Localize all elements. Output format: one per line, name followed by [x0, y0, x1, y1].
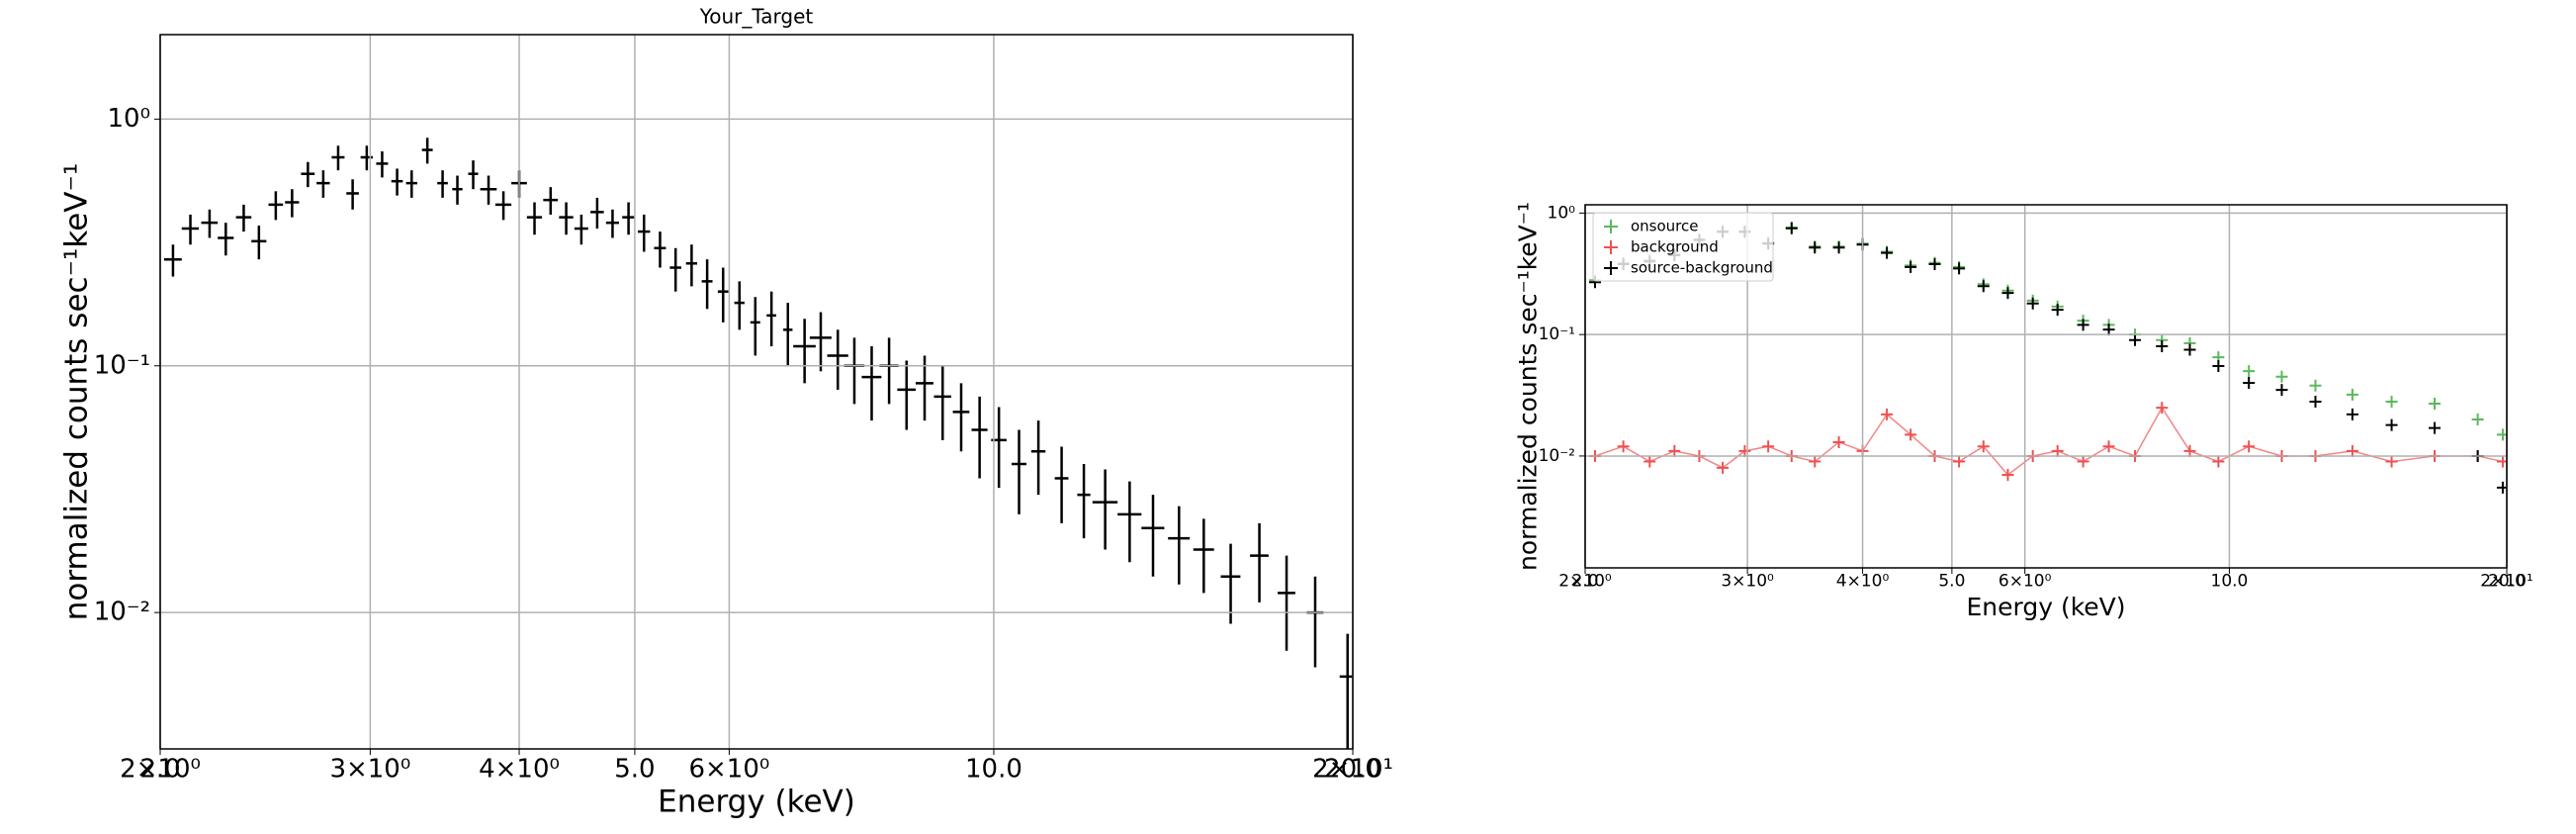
legend-marker [1604, 220, 1618, 233]
y-tick-label: 10⁻² [1539, 446, 1575, 466]
x-tick-label: 3×10⁰ [329, 754, 410, 784]
marker [1832, 435, 1845, 448]
marker [2077, 319, 2089, 331]
legend-label: background [1631, 238, 1719, 256]
marker [1809, 455, 1821, 468]
y-tick-label: 10⁻¹ [94, 350, 150, 380]
x-tick-label: 20.0 [1324, 754, 1381, 784]
marker [2156, 402, 2169, 415]
x-tick-label: 6×10⁰ [688, 754, 769, 784]
marker [1717, 461, 1730, 474]
marker [2243, 365, 2256, 378]
marker [2001, 468, 2014, 481]
marker [2212, 360, 2225, 373]
marker [1905, 428, 1917, 441]
y-axis-label: normalized counts sec⁻¹keV⁻¹ [1513, 202, 1542, 571]
x-axis-label: Energy (keV) [1966, 593, 2125, 621]
marker [2429, 421, 2442, 434]
x-tick-label: 10.0 [965, 754, 1022, 784]
marker [2385, 455, 2398, 468]
marker [1977, 440, 1990, 453]
marker [2001, 287, 2014, 300]
marker [1785, 222, 1798, 234]
marker [2309, 396, 2322, 409]
marker [2183, 343, 2196, 356]
x-axis-label: Energy (keV) [658, 784, 855, 819]
y-tick-label: 10⁰ [1548, 203, 1576, 223]
marker [1905, 260, 1917, 273]
marker [1881, 408, 1894, 420]
marker [2309, 379, 2322, 392]
y-tick-label: 10⁻² [94, 598, 150, 627]
marker [1953, 262, 1966, 275]
marker [2243, 440, 2256, 453]
x-tick-label: 20.0 [2488, 572, 2526, 592]
x-tick-label: 4×10⁰ [479, 754, 560, 784]
marker [1668, 444, 1681, 457]
x-tick-label: 5.0 [614, 754, 655, 784]
marker [2026, 297, 2039, 310]
marker [1643, 455, 1656, 468]
x-tick-label: 4×10⁰ [1836, 572, 1890, 592]
marker [2471, 413, 2484, 425]
marker [2346, 388, 2358, 401]
x-tick-label: 5.0 [1938, 572, 1965, 592]
marker [2346, 444, 2358, 457]
marker [2129, 333, 2142, 346]
marker [2346, 408, 2358, 420]
x-tick-label: 2×10⁰ [1558, 572, 1612, 592]
chart-title: Your_Target [699, 5, 814, 29]
x-tick-label: 2×10¹ [2480, 572, 2533, 592]
legend-marker [1604, 240, 1618, 254]
x-tick-label: 3×10⁰ [1721, 572, 1774, 592]
legend-marker [1604, 261, 1618, 275]
marker [1809, 241, 1821, 254]
y-tick-label: 10⁻¹ [1539, 324, 1575, 344]
marker [2077, 455, 2089, 468]
legend-label: onsource [1631, 218, 1699, 235]
legend-box [1592, 212, 1774, 282]
marker [2183, 444, 2196, 457]
x-tick-label: 2×10¹ [1312, 754, 1393, 784]
marker [2275, 370, 2288, 383]
x-tick-label: 6×10⁰ [1999, 572, 2052, 592]
series-line [1594, 406, 2504, 476]
marker [2212, 455, 2225, 468]
marker [2385, 396, 2398, 409]
plot-area [163, 138, 1353, 749]
marker [1617, 440, 1630, 453]
marker [1881, 246, 1894, 259]
y-tick-label: 10⁰ [107, 104, 150, 134]
marker [1928, 257, 1941, 270]
marker [2243, 377, 2256, 390]
marker [2051, 444, 2064, 457]
marker [2275, 384, 2288, 397]
x-tick-label: 2.0 [139, 754, 180, 784]
legend-label: source-background [1631, 259, 1773, 277]
marker [2385, 418, 2398, 431]
marker [2156, 340, 2169, 353]
x-tick-label: 2×10⁰ [120, 754, 201, 784]
axes-frame [159, 34, 1354, 750]
marker [1832, 241, 1845, 254]
marker [1953, 455, 1966, 468]
marker [2102, 324, 2115, 336]
x-tick-label: 2.0 [1571, 572, 1598, 592]
marker [2429, 397, 2442, 410]
marker [1738, 444, 1751, 457]
marker [1762, 440, 1775, 453]
marker [2102, 440, 2115, 453]
marker [1977, 280, 1990, 293]
x-tick-label: 10.0 [2211, 572, 2249, 592]
y-axis-label: normalized counts sec⁻¹keV⁻¹ [58, 163, 94, 621]
axes-frame [1584, 204, 2508, 569]
marker [2051, 304, 2064, 317]
